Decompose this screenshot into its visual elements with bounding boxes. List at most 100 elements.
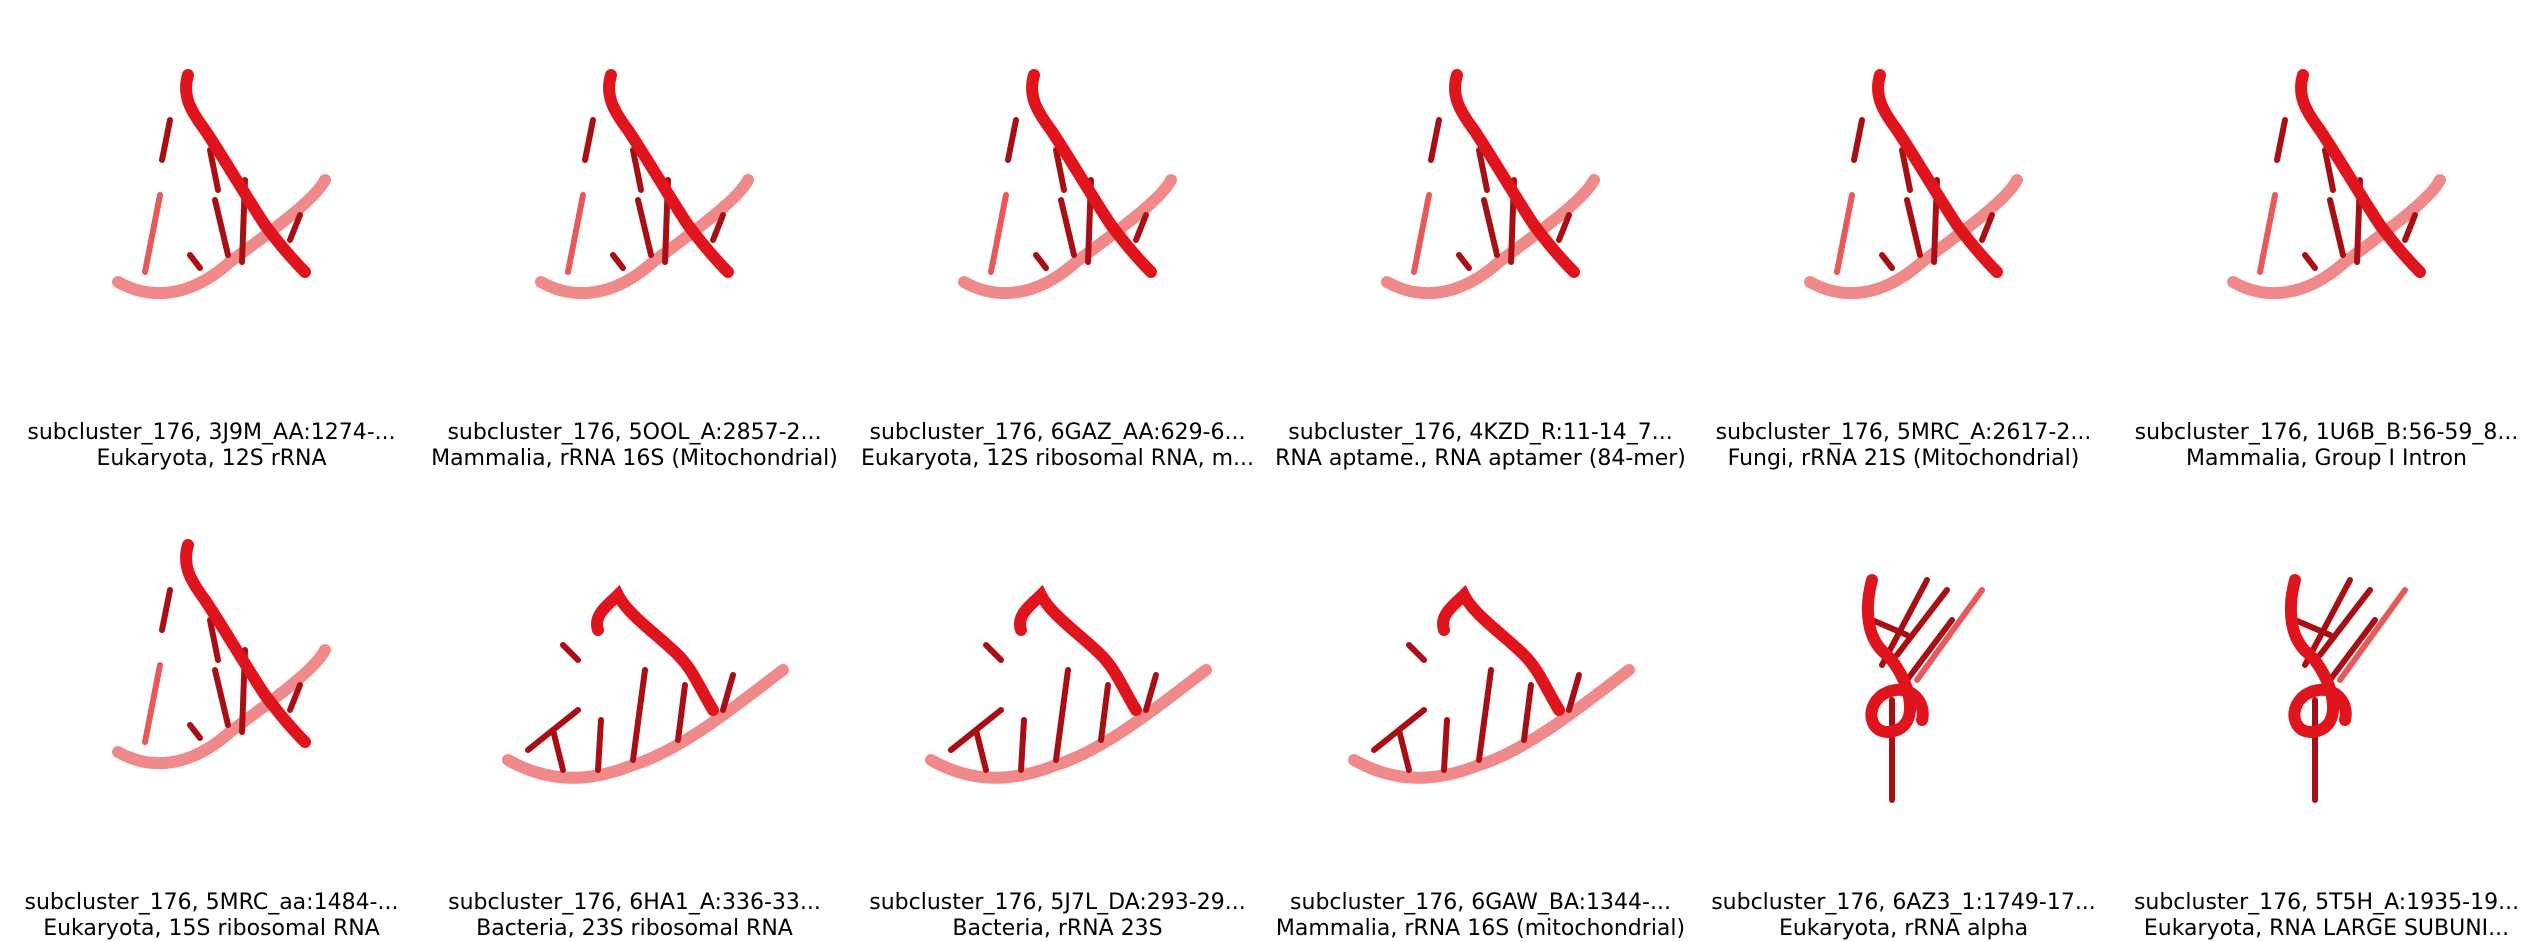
base-stick (2317, 587, 2373, 658)
base-stick (1058, 197, 1077, 258)
panel-subtitle: Eukaryota, 12S ribosomal RNA, m... (861, 446, 1254, 471)
panel-subtitle: Mammalia, rRNA 16S (Mitochondrial) (431, 446, 838, 471)
base-stick (1428, 117, 1442, 163)
base-stick (1481, 197, 1500, 258)
rna-structure-render (2227, 69, 2446, 300)
backbone-dark (1026, 69, 1157, 278)
panel-title: subcluster_176, 4KZD_R:11-14_7... (1288, 420, 1673, 445)
base-stick (159, 587, 173, 633)
base-stick (1396, 727, 1412, 773)
base-stick (1406, 642, 1427, 663)
base-stick (1904, 617, 1955, 683)
base-stick (720, 672, 736, 713)
structure-panel: subcluster_176, 6AZ3_1:1749-17... Eukaryo… (1692, 470, 2115, 941)
rna-structure-render (112, 539, 331, 770)
base-stick (159, 117, 173, 163)
base-stick (630, 147, 644, 193)
panel-subtitle: Mammalia, Group I Intron (2186, 446, 2467, 471)
backbone-light (2227, 174, 2446, 300)
base-stick (2257, 192, 2278, 275)
panel-subtitle: RNA aptame., RNA aptamer (84-mer) (1275, 446, 1686, 471)
rna-structure-render (1861, 574, 1985, 803)
base-stick (1851, 117, 1865, 163)
backbone-dark (180, 69, 311, 278)
panel-subtitle: Fungi, rRNA 21S (Mitochondrial) (1727, 446, 2080, 471)
panel-title: subcluster_176, 6GAW_BA:1344-... (1290, 890, 1671, 915)
base-stick (550, 727, 566, 773)
panel-subtitle: Mammalia, rRNA 16S (mitochondrial) (1275, 916, 1686, 941)
backbone-dark (1872, 69, 2003, 278)
base-stick (1053, 147, 1067, 193)
rna-structure-render (112, 69, 331, 300)
structure-panel: subcluster_176, 6GAW_BA:1344-... Mammalia… (1269, 470, 1692, 941)
base-stick (1476, 667, 1494, 763)
base-stick (1521, 682, 1534, 743)
panel-title: subcluster_176, 5J7L_DA:293-29... (869, 890, 1246, 915)
backbone-light (958, 174, 1177, 300)
backbone-dark (180, 539, 311, 748)
base-stick (1566, 672, 1582, 713)
base-stick (1456, 252, 1472, 271)
backbone-dark (2295, 69, 2426, 278)
base-stick (1033, 252, 1049, 271)
panel-subtitle: Eukaryota, rRNA alpha (1778, 916, 2029, 941)
base-stick (1143, 672, 1159, 713)
base-stick (207, 617, 221, 663)
structure-panel: subcluster_176, 5J7L_DA:293-29... Bacteri… (846, 470, 1269, 941)
backbone-light (112, 174, 331, 300)
base-stick (2327, 197, 2346, 258)
base-stick (287, 682, 303, 713)
base-stick (1914, 587, 1985, 683)
panel-title: subcluster_176, 5OOL_A:2857-2... (447, 420, 822, 445)
panel-title: subcluster_176, 6AZ3_1:1749-17... (1711, 890, 2096, 915)
rna-structure-render (958, 69, 1177, 300)
base-stick (187, 252, 203, 271)
panel-title: subcluster_176, 6GAZ_AA:629-6... (869, 420, 1246, 445)
base-stick (1979, 212, 1995, 243)
panel-title: subcluster_176, 5MRC_aa:1484-... (24, 890, 399, 915)
base-stick (142, 662, 163, 745)
base-stick (582, 117, 596, 163)
base-stick (2274, 117, 2288, 163)
panel-subtitle: Bacteria, 23S ribosomal RNA (476, 916, 793, 941)
panel-title: subcluster_176, 6HA1_A:336-33... (448, 890, 821, 915)
base-stick (142, 192, 163, 275)
structure-panel: subcluster_176, 5OOL_A:2857-2... Mammalia… (423, 0, 846, 471)
backbone-light (112, 644, 331, 770)
base-stick (595, 717, 604, 773)
base-stick (983, 642, 1004, 663)
base-stick (1894, 587, 1950, 658)
panel-title: subcluster_176, 1U6B_B:56-59_8... (2134, 420, 2519, 445)
base-stick (212, 667, 231, 728)
base-stick (560, 642, 581, 663)
base-stick (1018, 717, 1027, 773)
base-stick (2327, 617, 2378, 683)
base-stick (2292, 617, 2333, 638)
backbone-dark (2284, 574, 2352, 738)
base-stick (1869, 617, 1910, 638)
base-stick (212, 197, 231, 258)
panel-title: subcluster_176, 5T5H_A:1935-19... (2133, 890, 2520, 915)
panel-subtitle: Eukaryota, RNA LARGE SUBUNI... (2143, 916, 2510, 941)
base-stick (1556, 212, 1572, 243)
base-stick (630, 667, 648, 763)
backbone-light (1348, 664, 1635, 784)
base-stick (287, 212, 303, 243)
base-stick (2322, 147, 2336, 193)
base-stick (1834, 192, 1855, 275)
base-stick (1005, 117, 1019, 163)
panel-title: subcluster_176, 3J9M_AA:1274-... (27, 420, 396, 445)
base-stick (207, 147, 221, 193)
base-stick (1879, 252, 1895, 271)
base-stick (1053, 667, 1071, 763)
structure-panel: subcluster_176, 5MRC_A:2617-2... Fungi, r… (1692, 0, 2115, 471)
structure-panel: subcluster_176, 1U6B_B:56-59_8... Mammali… (2115, 0, 2538, 471)
base-stick (973, 727, 989, 773)
rna-structure-render (2284, 574, 2408, 803)
structure-panel: subcluster_176, 5MRC_aa:1484-... Eukaryot… (0, 470, 423, 941)
base-stick (1098, 682, 1111, 743)
panel-title: subcluster_176, 5MRC_A:2617-2... (1715, 420, 2092, 445)
backbone-dark (1449, 69, 1580, 278)
base-stick (1441, 717, 1450, 773)
